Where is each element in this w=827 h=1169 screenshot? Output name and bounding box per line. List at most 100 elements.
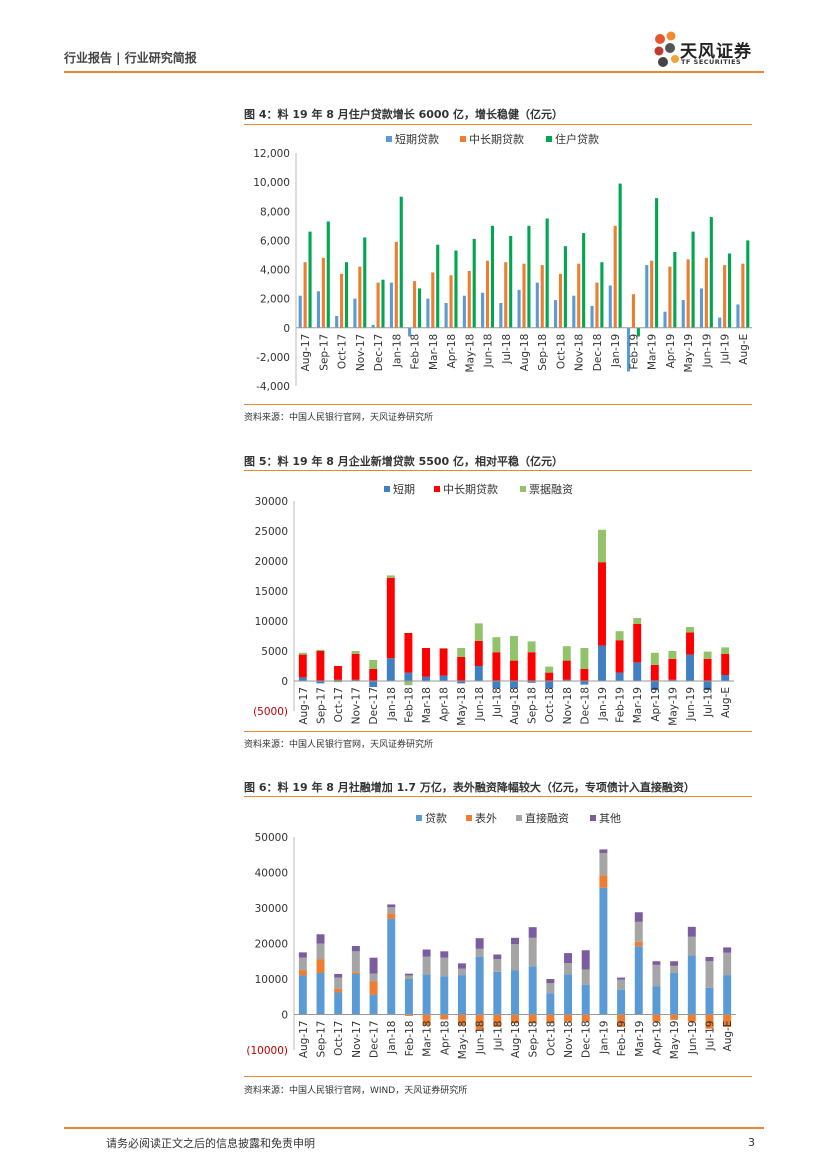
bar [439, 675, 448, 681]
bar [528, 966, 537, 1015]
x-tick-label: Feb-19 [628, 334, 640, 370]
bar [545, 666, 554, 673]
figure-6-title: 图 6：料 19 年 8 月社融增加 1.7 万亿，表外融资降幅较大（亿元，专项… [244, 781, 695, 794]
y-tick-label: 12,000 [253, 148, 290, 160]
bar [298, 975, 307, 1015]
bar [440, 957, 449, 977]
legend-swatch [416, 815, 422, 821]
bar [457, 681, 466, 684]
bar [298, 295, 302, 328]
x-tick-label: Jan-19 [610, 334, 622, 368]
bar [334, 988, 343, 993]
figure-4-title: 图 4：料 19 年 8 月住户贷款增长 6000 亿，增长稳健（亿元） [244, 108, 564, 121]
bar [316, 972, 325, 1015]
bar [686, 259, 690, 328]
footer-divider [64, 1127, 764, 1129]
legend-swatch [386, 136, 392, 142]
bar [369, 957, 378, 974]
bar [485, 260, 490, 328]
x-tick-label: Mar-19 [647, 334, 659, 370]
bar [475, 1014, 484, 1031]
bar [475, 956, 484, 1015]
bar [528, 937, 537, 967]
bar [546, 979, 555, 984]
y-tick-label: 15000 [255, 586, 288, 598]
bar [340, 273, 344, 328]
bar [298, 970, 307, 976]
bar [655, 198, 659, 328]
bar [721, 675, 730, 681]
bar [705, 987, 714, 1015]
bar [668, 266, 672, 328]
x-tick-label: May-19 [683, 334, 695, 373]
bar [681, 300, 685, 328]
logo-english-name: TF SECURITIES [681, 58, 742, 66]
bar [562, 660, 571, 680]
bar [474, 623, 483, 641]
bar [404, 975, 413, 979]
bar [600, 262, 604, 328]
bar [527, 652, 536, 681]
bar [528, 1014, 537, 1024]
bar [728, 253, 732, 328]
bar [634, 946, 643, 1015]
bar [580, 648, 589, 669]
x-tick-label: Mar-18 [428, 334, 440, 370]
bar [440, 951, 449, 958]
bar [528, 927, 537, 938]
bar [668, 651, 677, 659]
bar [721, 647, 730, 654]
bar [353, 298, 357, 328]
bar [457, 1014, 466, 1026]
bar [440, 976, 449, 1015]
bar [634, 912, 643, 922]
bar [633, 618, 642, 624]
bar [652, 986, 661, 1015]
legend-swatch [546, 136, 552, 142]
bar [633, 624, 642, 663]
bar [387, 918, 396, 1015]
legend-swatch [590, 815, 596, 821]
figure-4-bottom-rule [244, 404, 752, 405]
bar [687, 926, 696, 937]
x-tick-label: Dec-18 [579, 687, 591, 724]
bar [617, 1014, 626, 1027]
x-tick-label: Aug-17 [298, 1021, 310, 1059]
bar [540, 265, 544, 328]
footer-disclaimer: 请务必阅读正文之后的信息披露和免责申明 [106, 1137, 315, 1150]
bar [316, 651, 325, 681]
x-tick-label: Aug-18 [510, 1021, 522, 1059]
x-tick-label: Nov-17 [351, 687, 363, 724]
bar [298, 677, 307, 681]
bar [308, 231, 312, 328]
bar [449, 275, 453, 328]
x-tick-label: Feb-18 [403, 687, 415, 723]
bar [510, 636, 518, 661]
legend-swatch [520, 486, 526, 492]
x-tick-label: Apr-18 [446, 334, 458, 369]
header-divider [64, 71, 764, 73]
y-tick-label: 2,000 [260, 294, 290, 306]
bar [334, 977, 343, 989]
x-tick-label: Feb-18 [404, 1021, 416, 1057]
figure-5-source: 资料来源：中国人民银行官网，天风证券研究所 [244, 740, 434, 750]
tf-securities-logo-icon [654, 31, 679, 67]
bar [687, 936, 696, 956]
bar [703, 651, 712, 659]
y-tick-label: 50000 [255, 832, 288, 844]
y-tick-label: 10,000 [253, 177, 290, 189]
x-tick-label: Apr-19 [651, 1021, 663, 1056]
bar [404, 672, 413, 681]
bar [404, 979, 413, 1015]
bar [510, 660, 518, 681]
bar [686, 632, 694, 655]
bar [335, 316, 339, 328]
y-tick-label: -2,000 [256, 352, 290, 364]
bar [522, 263, 526, 328]
bar [613, 225, 617, 328]
x-tick-label: Jun-18 [483, 334, 495, 369]
bar [351, 951, 360, 973]
bar [723, 265, 727, 328]
bar [376, 282, 380, 328]
bar [618, 183, 622, 328]
